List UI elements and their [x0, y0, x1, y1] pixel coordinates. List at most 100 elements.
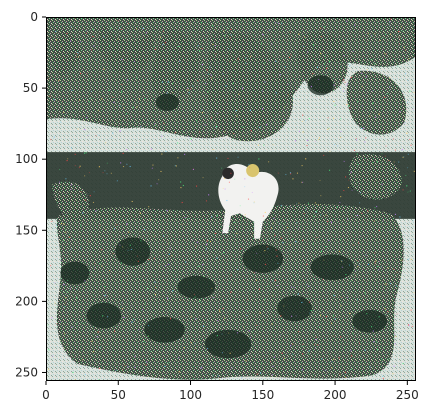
image-color-noise-pixel	[328, 127, 330, 129]
image-color-noise-pixel	[58, 79, 60, 81]
image-color-noise-pixel	[298, 130, 300, 132]
image-color-noise-pixel	[366, 313, 368, 315]
image-color-noise-pixel	[122, 165, 125, 168]
image-foliage-blob	[277, 295, 312, 322]
image-color-noise-pixel	[384, 155, 386, 157]
image-dark-region	[53, 28, 81, 77]
image-color-noise-pixel	[69, 287, 71, 289]
image-color-noise-pixel	[300, 18, 302, 20]
y-axis: 0 50 100 150 200 250	[15, 10, 46, 379]
image-color-noise-pixel	[68, 236, 70, 238]
image-color-noise-pixel	[169, 210, 171, 212]
image-color-noise-pixel	[208, 194, 210, 196]
image-color-noise-pixel	[183, 347, 185, 349]
image-color-noise-pixel	[144, 303, 146, 305]
image-color-noise-pixel	[398, 31, 400, 33]
image-color-noise-pixel	[147, 335, 149, 337]
image-color-noise-pixel	[55, 30, 57, 33]
image-color-noise-pixel	[74, 165, 76, 167]
image-color-noise-pixel	[216, 335, 218, 337]
image-color-noise-pixel	[301, 165, 303, 167]
image-color-noise-pixel	[167, 297, 169, 299]
image-color-noise-pixel	[148, 206, 150, 208]
image-color-noise-pixel	[369, 366, 371, 368]
image-color-noise-pixel	[331, 361, 333, 363]
image-color-noise-pixel	[106, 78, 108, 81]
image-color-noise-pixel	[66, 291, 68, 293]
image-color-noise-pixel	[190, 88, 192, 90]
image-color-noise-pixel	[204, 124, 206, 126]
image-foliage-blob	[115, 237, 151, 266]
image-color-noise-pixel	[142, 309, 144, 311]
image-color-noise-pixel	[357, 266, 359, 268]
image-color-noise-pixel	[355, 274, 357, 276]
image-color-noise-pixel	[116, 180, 118, 182]
image-color-noise-pixel	[340, 336, 342, 338]
image-color-noise-pixel	[256, 324, 258, 326]
image-color-noise-pixel	[384, 308, 386, 310]
image-color-noise-pixel	[138, 329, 140, 331]
image-color-noise-pixel	[226, 199, 228, 202]
image-color-noise-pixel	[113, 330, 116, 332]
image-color-noise-pixel	[348, 179, 350, 181]
image-color-noise-pixel	[350, 280, 352, 282]
image-color-noise-pixel	[317, 344, 319, 346]
image-color-noise-pixel	[236, 115, 238, 117]
image-color-noise-pixel	[389, 283, 391, 285]
image-color-noise-pixel	[374, 220, 376, 222]
image-color-noise-pixel	[150, 185, 152, 187]
image-color-noise-pixel	[382, 219, 384, 221]
image-color-noise-pixel	[341, 260, 343, 262]
image-color-noise-pixel	[346, 104, 348, 106]
image-color-noise-pixel	[199, 300, 201, 302]
image-color-noise-pixel	[256, 252, 258, 254]
image-color-noise-pixel	[341, 266, 343, 268]
image-color-noise-pixel	[232, 82, 234, 85]
image-color-noise-pixel	[203, 276, 205, 278]
image-color-noise-pixel	[270, 227, 272, 229]
image-color-noise-pixel	[360, 72, 362, 74]
image-color-noise-pixel	[302, 114, 304, 116]
image-color-noise-pixel	[244, 178, 246, 180]
image-color-noise-pixel	[333, 335, 335, 337]
image-color-noise-pixel	[360, 357, 362, 359]
image-color-noise-pixel	[92, 201, 95, 204]
image-color-noise-pixel	[182, 184, 184, 187]
image-color-noise-pixel	[91, 49, 93, 51]
image-color-noise-pixel	[406, 132, 408, 134]
image-color-noise-pixel	[99, 263, 101, 265]
image-color-noise-pixel	[393, 268, 395, 270]
image-color-noise-pixel	[330, 322, 333, 324]
x-tick-label: 50	[111, 388, 126, 402]
image-color-noise-pixel	[237, 268, 239, 270]
image-color-noise-pixel	[328, 239, 330, 241]
image-color-noise-pixel	[251, 331, 253, 333]
image-color-noise-pixel	[348, 105, 350, 107]
image-color-noise-pixel	[274, 234, 276, 236]
image-color-noise-pixel	[92, 28, 94, 30]
image-color-noise-pixel	[201, 47, 203, 50]
image-color-noise-pixel	[413, 292, 415, 294]
image-color-noise-pixel	[76, 323, 78, 325]
image-color-noise-pixel	[273, 217, 275, 219]
image-color-noise-pixel	[382, 36, 384, 39]
image-color-noise-pixel	[65, 231, 67, 233]
image-color-noise-pixel	[205, 200, 208, 202]
image-color-noise-pixel	[180, 187, 182, 189]
image-color-noise-pixel	[409, 90, 411, 92]
image-color-noise-pixel	[397, 65, 399, 67]
image-color-noise-pixel	[78, 166, 80, 169]
image-color-noise-pixel	[163, 235, 165, 237]
image-color-noise-pixel	[387, 310, 389, 312]
image-color-noise-pixel	[385, 145, 387, 147]
image-color-noise-pixel	[374, 33, 376, 35]
image-color-noise-pixel	[267, 248, 269, 250]
image-color-noise-pixel	[333, 295, 335, 297]
image-color-noise-pixel	[190, 140, 192, 142]
image-color-noise-pixel	[394, 333, 396, 335]
image-color-noise-pixel	[392, 373, 394, 375]
image-foliage-blob	[310, 254, 354, 281]
image-color-noise-pixel	[364, 141, 366, 143]
image-color-noise-pixel	[219, 378, 221, 380]
image-color-noise-pixel	[297, 276, 299, 278]
